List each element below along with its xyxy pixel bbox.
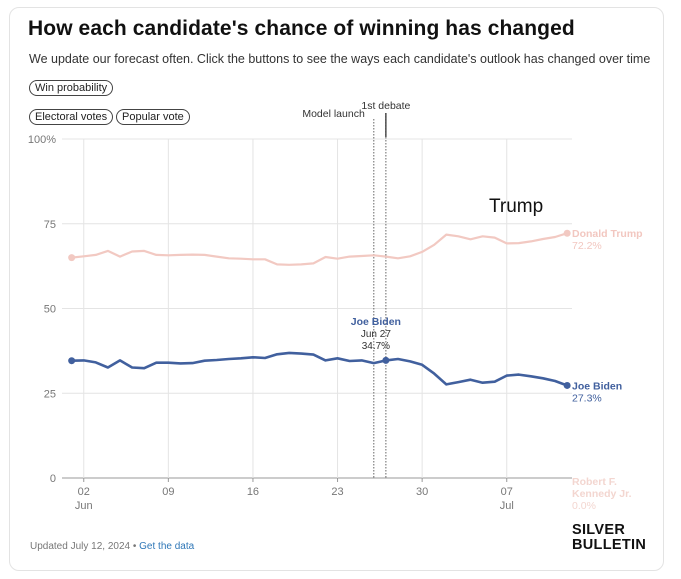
x-tick-sublabel: Jun — [75, 500, 93, 512]
footer-separator: • — [130, 541, 140, 552]
x-tick-label: 16 — [247, 486, 259, 498]
biden-point — [68, 357, 76, 365]
updated-date: Updated July 12, 2024 — [30, 541, 131, 552]
rfk-end-label-2: Kennedy Jr. — [572, 488, 632, 500]
x-tick-label: 09 — [162, 486, 174, 498]
silver-bulletin-logo: SILVER BULLETIN — [572, 523, 646, 553]
trump-annotation: Trump — [489, 196, 543, 217]
win-probability-button[interactable]: Win probability — [29, 80, 114, 96]
biden-point — [563, 381, 571, 389]
trump-point — [68, 254, 76, 262]
y-tick-label: 50 — [44, 304, 56, 316]
tooltip-series: Joe Biden — [351, 316, 401, 328]
y-tick-label: 25 — [44, 388, 56, 400]
page-title: How each candidate's chance of winning h… — [28, 17, 575, 40]
x-tick-sublabel: Jul — [500, 500, 514, 512]
rfk-end-label: Robert F. — [572, 476, 617, 488]
x-tick-label: 30 — [416, 486, 428, 498]
event-label-model-launch: Model launch — [302, 108, 365, 120]
logo-line-2: BULLETIN — [572, 537, 647, 553]
biden-line — [71, 351, 568, 387]
get-data-link[interactable]: Get the data — [139, 541, 195, 552]
series-lines — [68, 229, 571, 389]
biden-end-label: Joe Biden — [572, 380, 622, 392]
x-tick-label: 23 — [331, 486, 343, 498]
biden-tooltip-point — [382, 356, 390, 364]
electoral-votes-button[interactable]: Electoral votes — [29, 109, 114, 125]
trump-end-value: 72.2% — [572, 240, 602, 252]
x-tick-label: 07 — [501, 486, 513, 498]
trump-line — [71, 232, 568, 266]
popular-vote-button[interactable]: Popular vote — [116, 109, 190, 125]
y-tick-label: 100% — [28, 134, 56, 146]
gridlines: 0 25 50 75 100% 02 Jun 09 16 23 30 07 Jul — [28, 134, 572, 512]
tooltip-value: 34.7% — [362, 341, 390, 352]
tooltip-date: Jun 27 — [361, 329, 391, 340]
footer: Updated July 12, 2024 • Get the data — [30, 541, 194, 552]
trump-point — [563, 229, 571, 237]
chart-card — [9, 7, 664, 571]
logo-line-1: SILVER — [572, 522, 626, 538]
biden-end-value: 27.3% — [572, 392, 602, 404]
trump-end-label: Donald Trump — [572, 228, 643, 240]
rfk-end-value: 0.0% — [572, 500, 596, 512]
page-subtitle: We update our forecast often. Click the … — [29, 52, 651, 66]
x-tick-label: 02 — [78, 486, 90, 498]
event-label-1st-debate: 1st debate — [361, 100, 410, 112]
y-tick-label: 0 — [50, 473, 56, 485]
y-tick-label: 75 — [44, 219, 56, 231]
